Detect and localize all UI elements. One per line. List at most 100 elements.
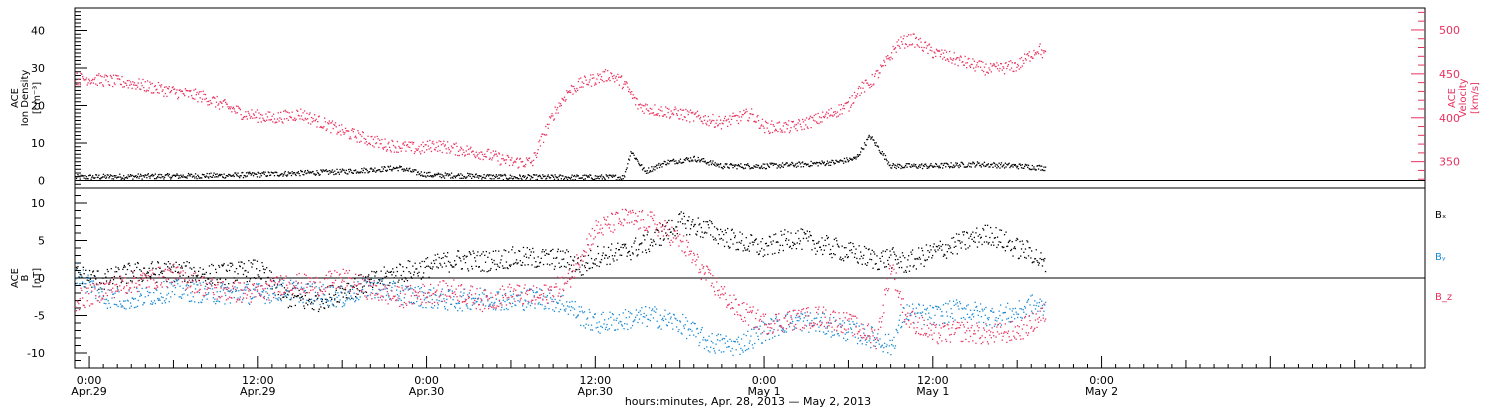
y-tick-label: 20: [31, 100, 45, 113]
data-point: [1009, 69, 1011, 71]
data-point: [389, 146, 391, 148]
data-point: [308, 298, 310, 300]
data-point: [824, 333, 826, 335]
data-point: [913, 264, 915, 267]
data-point: [356, 297, 358, 299]
data-point: [491, 157, 494, 159]
data-point: [436, 174, 438, 176]
data-point: [255, 277, 257, 280]
data-point: [810, 160, 812, 163]
data-point: [579, 271, 581, 273]
data-point: [858, 86, 860, 88]
data-point: [761, 124, 763, 126]
data-point: [173, 266, 175, 268]
data-point: [715, 343, 717, 345]
data-point: [349, 289, 351, 291]
data-point: [523, 309, 525, 311]
data-point: [198, 93, 200, 95]
data-point: [827, 162, 829, 164]
data-point: [539, 261, 542, 263]
data-point: [368, 285, 370, 287]
data-point: [326, 170, 328, 173]
data-point: [863, 332, 865, 334]
data-point: [128, 79, 130, 82]
data-point: [389, 271, 392, 273]
data-point: [569, 177, 571, 179]
data-point: [949, 247, 952, 249]
data-point: [303, 110, 306, 112]
data-point: [773, 162, 775, 165]
data-point: [634, 240, 636, 242]
data-point: [410, 171, 412, 173]
data-point: [909, 44, 911, 46]
data-point: [524, 175, 526, 177]
data-point: [980, 60, 982, 63]
data-point: [878, 149, 880, 152]
data-point: [501, 158, 503, 160]
data-point: [321, 127, 323, 129]
data-point: [343, 288, 345, 291]
data-point: [254, 288, 256, 290]
data-point: [576, 87, 578, 90]
data-point: [820, 249, 822, 251]
data-point: [420, 171, 422, 173]
data-point: [870, 138, 872, 140]
data-point: [839, 258, 841, 260]
data-point: [772, 164, 774, 166]
data-point: [279, 174, 281, 176]
data-point: [662, 115, 665, 117]
data-point: [535, 179, 537, 181]
data-point: [959, 165, 962, 167]
data-point: [612, 77, 614, 80]
data-point: [645, 172, 648, 174]
data-point: [530, 175, 532, 178]
data-point: [438, 140, 440, 142]
data-point: [243, 263, 245, 265]
data-point: [571, 174, 573, 176]
data-point: [846, 159, 849, 161]
data-point: [689, 334, 691, 336]
data-point: [214, 298, 216, 300]
data-point: [399, 263, 401, 265]
data-point: [1034, 54, 1036, 56]
data-point: [781, 131, 784, 133]
data-point: [896, 263, 898, 265]
data-point: [426, 175, 429, 177]
data-point: [401, 285, 403, 287]
data-point: [424, 266, 426, 269]
data-point: [927, 250, 929, 252]
data-point: [469, 175, 471, 178]
data-point: [518, 294, 520, 297]
data-point: [435, 146, 437, 149]
data-point: [921, 250, 924, 252]
data-point: [77, 266, 79, 268]
data-point: [886, 58, 888, 60]
data-point: [689, 160, 691, 163]
data-point: [181, 265, 183, 267]
data-point: [802, 118, 804, 121]
data-point: [982, 227, 984, 230]
data-point: [807, 315, 809, 317]
data-point: [177, 271, 180, 273]
data-point: [652, 170, 654, 172]
data-point: [293, 281, 295, 283]
data-point: [210, 102, 212, 104]
data-point: [710, 160, 712, 162]
data-point: [958, 233, 960, 235]
data-point: [933, 165, 935, 167]
data-point: [95, 83, 97, 85]
data-point: [536, 291, 538, 293]
data-point: [255, 173, 257, 175]
data-point: [862, 324, 864, 326]
data-point: [461, 310, 463, 312]
data-point: [815, 253, 817, 255]
data-point: [324, 294, 326, 296]
data-point: [794, 124, 796, 126]
data-point: [158, 298, 160, 300]
data-point: [810, 235, 812, 237]
data-point: [996, 62, 998, 64]
data-point: [321, 126, 323, 128]
data-point: [696, 110, 699, 112]
data-point: [730, 350, 732, 352]
data-point: [181, 90, 183, 92]
